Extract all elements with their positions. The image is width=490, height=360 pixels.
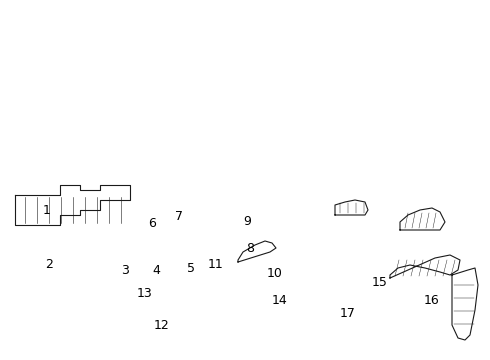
Text: 4: 4 bbox=[153, 264, 161, 276]
Text: 13: 13 bbox=[137, 287, 152, 300]
Text: 9: 9 bbox=[244, 215, 251, 228]
Polygon shape bbox=[452, 268, 478, 340]
Text: 6: 6 bbox=[148, 217, 156, 230]
Text: 8: 8 bbox=[246, 242, 254, 255]
Polygon shape bbox=[15, 185, 130, 225]
Text: 12: 12 bbox=[154, 319, 170, 332]
Text: 5: 5 bbox=[187, 262, 195, 275]
Text: 11: 11 bbox=[208, 258, 223, 271]
Text: 3: 3 bbox=[121, 264, 129, 276]
Text: 14: 14 bbox=[271, 294, 287, 307]
Polygon shape bbox=[238, 241, 276, 262]
Polygon shape bbox=[400, 208, 445, 230]
Text: 10: 10 bbox=[267, 267, 282, 280]
Polygon shape bbox=[390, 255, 460, 278]
Text: 1: 1 bbox=[43, 204, 50, 217]
Text: 17: 17 bbox=[340, 307, 356, 320]
Text: 2: 2 bbox=[45, 258, 53, 271]
Text: 7: 7 bbox=[175, 210, 183, 222]
Text: 16: 16 bbox=[423, 294, 439, 307]
Polygon shape bbox=[335, 200, 368, 215]
Text: 15: 15 bbox=[372, 276, 388, 289]
